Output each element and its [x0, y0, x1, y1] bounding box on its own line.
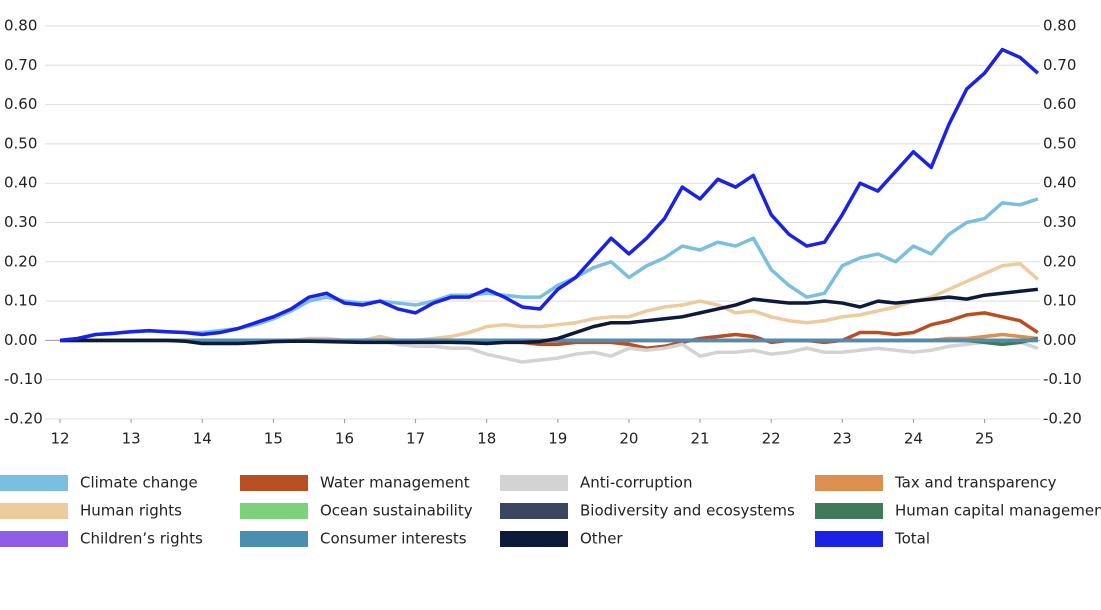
x-tick-label: 17 — [406, 430, 425, 448]
legend-label: Ocean sustainability — [320, 502, 473, 520]
legend-swatch — [815, 475, 883, 491]
x-tick-label: 25 — [975, 430, 994, 448]
legend-swatch — [500, 475, 568, 491]
legend-swatch — [0, 475, 68, 491]
legend-label: Children’s rights — [80, 530, 203, 548]
y2-tick-label: 0.70 — [1043, 56, 1076, 74]
x-tick-label: 22 — [762, 430, 781, 448]
x-tick-label: 20 — [619, 430, 638, 448]
series-line — [59, 47, 1040, 343]
series-line — [60, 287, 1039, 346]
y2-tick-label: 0.50 — [1043, 134, 1076, 152]
legend-label: Other — [580, 530, 623, 548]
y-tick-label: 0.00 — [4, 331, 37, 349]
legend-label: Anti-corruption — [580, 474, 693, 492]
legend-label: Consumer interests — [320, 530, 467, 548]
y-tick-label: -0.10 — [4, 370, 43, 388]
y-tick-label: 0.30 — [4, 213, 37, 231]
y2-tick-label: 0.10 — [1043, 292, 1076, 310]
y-tick-label: 0.10 — [4, 292, 37, 310]
x-tick-label: 23 — [833, 430, 852, 448]
legend-swatch — [815, 503, 883, 519]
legend-swatch — [815, 531, 883, 547]
legend-swatch — [0, 531, 68, 547]
y2-tick-label: -0.10 — [1043, 370, 1082, 388]
legend-label: Water management — [320, 474, 470, 492]
y2-tick-label: -0.20 — [1043, 410, 1082, 428]
y2-tick-label: 0.80 — [1043, 17, 1076, 35]
y-tick-label: 0.60 — [4, 95, 37, 113]
y-tick-label: 0.80 — [4, 17, 37, 35]
x-tick-label: 14 — [193, 430, 212, 448]
y-tick-label: 0.50 — [4, 134, 37, 152]
legend-label: Climate change — [80, 474, 198, 492]
legend-swatch — [240, 503, 308, 519]
x-tick-label: 18 — [477, 430, 496, 448]
legend-swatch — [240, 475, 308, 491]
series-line — [59, 197, 1039, 343]
y-tick-label: 0.20 — [4, 252, 37, 270]
legend-label: Human capital management — [895, 502, 1101, 520]
x-tick-label: 15 — [264, 430, 283, 448]
x-tick-label: 13 — [122, 430, 141, 448]
x-tick-label: 24 — [904, 430, 923, 448]
x-tick-label: 16 — [335, 430, 354, 448]
y2-tick-label: 0.60 — [1043, 95, 1076, 113]
legend-label: Biodiversity and ecosystems — [580, 502, 795, 520]
legend-swatch — [240, 531, 308, 547]
y2-tick-label: 0.20 — [1043, 252, 1076, 270]
x-tick-label: 21 — [691, 430, 710, 448]
y-tick-label: -0.20 — [4, 410, 43, 428]
y2-tick-label: 0.00 — [1043, 331, 1076, 349]
y-tick-label: 0.40 — [4, 174, 37, 192]
legend-label: Human rights — [80, 502, 182, 520]
legend-swatch — [500, 531, 568, 547]
y2-tick-label: 0.40 — [1043, 174, 1076, 192]
y-tick-label: 0.70 — [4, 56, 37, 74]
x-tick-label: 19 — [548, 430, 567, 448]
legend-swatch — [500, 503, 568, 519]
x-tick-label: 12 — [50, 430, 69, 448]
y2-tick-label: 0.30 — [1043, 213, 1076, 231]
legend-label: Tax and transparency — [894, 474, 1057, 492]
legend-label: Total — [894, 530, 930, 548]
legend-swatch — [0, 503, 68, 519]
